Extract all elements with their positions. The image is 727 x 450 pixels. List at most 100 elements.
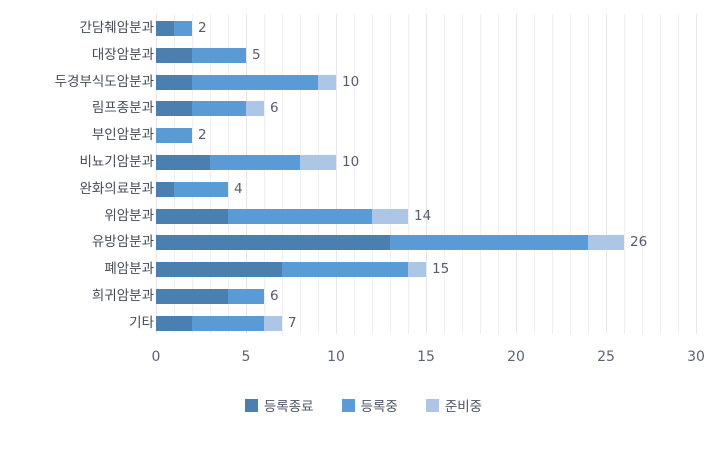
- gridline: [174, 14, 175, 334]
- gridline: [570, 14, 571, 334]
- legend-item[interactable]: 등록중: [341, 395, 398, 415]
- gridline: [426, 14, 427, 334]
- category-label: 두경부식도암분과: [54, 73, 154, 90]
- bar-segment-1[interactable]: [192, 47, 246, 63]
- bar-row[interactable]: [156, 74, 336, 90]
- legend-swatch-icon: [425, 398, 439, 412]
- gridline: [678, 14, 679, 334]
- bar-segment-0[interactable]: [156, 74, 192, 90]
- bar-segment-0[interactable]: [156, 47, 192, 63]
- bar-segment-2[interactable]: [372, 208, 408, 224]
- total-value-label: 6: [270, 100, 279, 117]
- category-label: 부인암분과: [91, 127, 154, 144]
- gridline: [390, 14, 391, 334]
- total-value-label: 4: [234, 180, 243, 197]
- total-value-label: 7: [288, 314, 297, 331]
- bar-segment-0[interactable]: [156, 315, 192, 331]
- legend-item[interactable]: 준비중: [425, 395, 483, 415]
- gridline: [552, 14, 553, 334]
- bar-row[interactable]: [156, 21, 192, 36]
- x-tick-label: 25: [597, 349, 615, 365]
- gridline: [264, 14, 265, 334]
- bar-row[interactable]: [156, 208, 408, 224]
- gridline: [300, 14, 301, 334]
- gridline: [318, 14, 319, 334]
- gridline: [228, 14, 229, 334]
- bar-segment-1[interactable]: [174, 21, 192, 36]
- category-label: 간담췌암분과: [79, 20, 154, 36]
- bar-segment-0[interactable]: [156, 235, 390, 251]
- bar-segment-1[interactable]: [156, 128, 192, 144]
- x-tick-label: 30: [687, 349, 705, 365]
- bar-row[interactable]: [156, 155, 336, 170]
- bar-segment-2[interactable]: [246, 101, 264, 117]
- bar-row[interactable]: [156, 101, 264, 117]
- bar-segment-1[interactable]: [192, 74, 318, 90]
- category-label: 림프종분과: [91, 100, 154, 117]
- gridline: [498, 14, 499, 334]
- category-label: 기타: [129, 314, 154, 331]
- category-label: 폐암분과: [104, 261, 154, 278]
- bar-segment-0[interactable]: [156, 21, 174, 36]
- legend-swatch-icon: [341, 398, 355, 412]
- category-label: 위암분과: [104, 207, 154, 224]
- gridline: [354, 14, 355, 334]
- gridline: [372, 14, 373, 334]
- gridline: [336, 14, 337, 334]
- gridline: [624, 14, 625, 334]
- x-tick-label: 0: [151, 349, 161, 365]
- bar-segment-1[interactable]: [228, 289, 264, 304]
- x-tick-label: 15: [417, 349, 435, 365]
- bar-segment-1[interactable]: [192, 101, 246, 117]
- gridline: [462, 14, 463, 334]
- bar-row[interactable]: [156, 181, 228, 197]
- bar-segment-0[interactable]: [156, 262, 282, 278]
- legend-label: 등록중: [360, 399, 398, 415]
- bar-segment-2[interactable]: [264, 315, 282, 331]
- gridline: [588, 14, 589, 334]
- x-tick-label: 20: [507, 349, 525, 365]
- chart-legend: 등록종료 등록중 준비중: [0, 395, 727, 415]
- bar-row[interactable]: [156, 128, 192, 144]
- x-tick-label: 10: [327, 349, 345, 365]
- bar-segment-1[interactable]: [228, 208, 372, 224]
- bar-segment-1[interactable]: [390, 235, 588, 251]
- bar-segment-0[interactable]: [156, 181, 174, 197]
- bar-segment-1[interactable]: [192, 315, 264, 331]
- gridline: [444, 14, 445, 334]
- bar-segment-0[interactable]: [156, 101, 192, 117]
- bar-segment-0[interactable]: [156, 208, 228, 224]
- bar-segment-1[interactable]: [174, 181, 228, 197]
- bar-row[interactable]: [156, 235, 624, 251]
- total-value-label: 6: [270, 288, 279, 304]
- gridline: [282, 14, 283, 334]
- total-value-label: 2: [198, 127, 207, 144]
- bar-segment-2[interactable]: [408, 262, 426, 278]
- gridline: [516, 14, 517, 334]
- legend-label: 준비중: [444, 399, 483, 415]
- legend-item[interactable]: 등록종료: [244, 395, 314, 415]
- gridline: [408, 14, 409, 334]
- bar-segment-2[interactable]: [300, 155, 336, 170]
- gridline: [642, 14, 643, 334]
- bar-segment-0[interactable]: [156, 155, 210, 170]
- bar-segment-1[interactable]: [282, 262, 408, 278]
- x-tick-label: 5: [241, 349, 251, 365]
- bar-row[interactable]: [156, 315, 282, 331]
- total-value-label: 10: [342, 154, 360, 170]
- bar-row[interactable]: [156, 289, 264, 304]
- bar-row[interactable]: [156, 262, 426, 278]
- bar-segment-0[interactable]: [156, 289, 228, 304]
- total-value-label: 5: [252, 46, 261, 63]
- bar-segment-2[interactable]: [588, 235, 624, 251]
- category-label: 완화의료분과: [79, 180, 154, 197]
- bar-row[interactable]: [156, 47, 246, 63]
- bar-segment-1[interactable]: [210, 155, 300, 170]
- bar-segment-2[interactable]: [318, 74, 336, 90]
- total-value-label: 14: [414, 207, 432, 224]
- total-value-label: 15: [432, 261, 450, 278]
- legend-label: 등록종료: [263, 399, 314, 415]
- gridline: [534, 14, 535, 334]
- category-label: 희귀암분과: [91, 288, 154, 304]
